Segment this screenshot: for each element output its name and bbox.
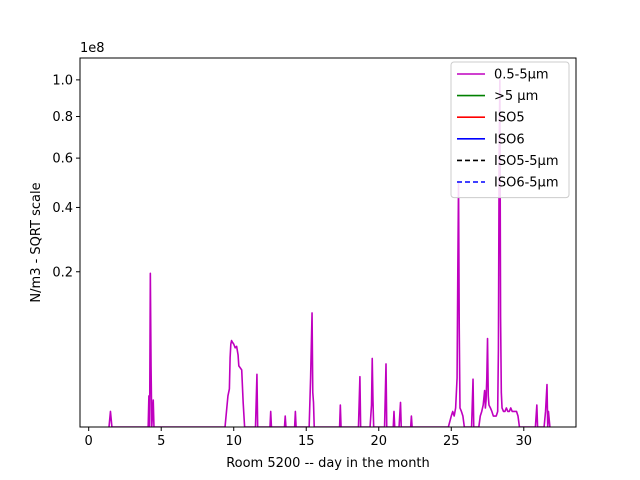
series-line-0 [108, 79, 551, 427]
plot-area [108, 79, 551, 427]
axes-frame [79, 57, 577, 428]
x-tick-label: 20 [370, 434, 387, 449]
legend-label: ISO5-5µm [494, 154, 559, 169]
y-tick-label: 0.2 [52, 265, 73, 280]
x-tick-label: 30 [516, 434, 533, 449]
x-tick-label: 0 [85, 434, 93, 449]
x-tick-label: 5 [157, 434, 165, 449]
legend: 0.5-5µm >5 µm ISO5 ISO6 ISO5-5µm ISO6-5µm [450, 61, 570, 199]
legend-label: ISO6 [494, 132, 525, 147]
y-tick-label: 0.8 [52, 110, 73, 125]
x-tick-label: 10 [225, 434, 242, 449]
y-offset-text: 1e8 [80, 41, 105, 56]
legend-label: ISO6-5µm [494, 176, 559, 191]
legend-label: >5 µm [494, 89, 538, 104]
y-axis: 0.2 0.4 0.6 0.8 1.0 [52, 73, 80, 280]
y-tick-label: 0.6 [52, 152, 73, 167]
x-tick-label: 25 [443, 434, 460, 449]
y-tick-label: 1.0 [52, 73, 73, 88]
legend-label: ISO5 [494, 111, 525, 126]
y-axis-label: N/m3 - SQRT scale [29, 182, 44, 302]
x-tick-label: 15 [298, 434, 315, 449]
legend-label: 0.5-5µm [494, 68, 549, 83]
x-axis-label: Room 5200 -- day in the month [226, 456, 430, 471]
x-axis: 0 5 10 15 20 25 30 [85, 427, 533, 449]
y-tick-label: 0.4 [52, 201, 73, 216]
